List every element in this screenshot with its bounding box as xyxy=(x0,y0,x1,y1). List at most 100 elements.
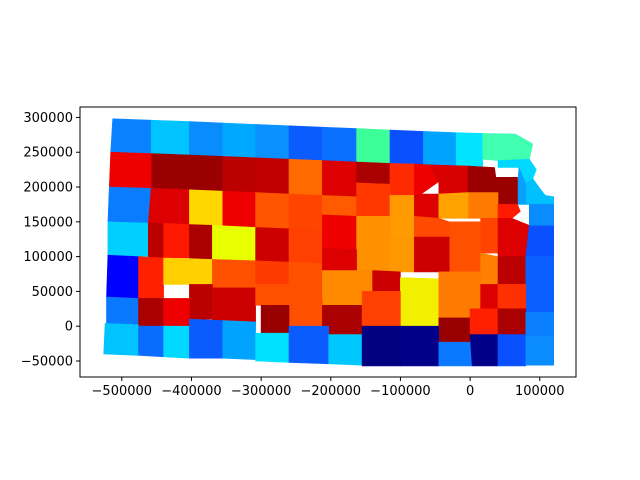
y-tick-label: 100000 xyxy=(23,250,73,265)
county-region-69 xyxy=(189,284,213,320)
county-region-29 xyxy=(108,151,152,189)
county-region-18 xyxy=(222,156,256,193)
axes-frame xyxy=(79,106,577,378)
county-region-88 xyxy=(497,308,527,335)
county-region-2 xyxy=(150,119,190,156)
county-region-91 xyxy=(138,325,164,358)
county-region-37 xyxy=(356,182,391,217)
county-region-58 xyxy=(138,256,164,299)
county-region-66 xyxy=(480,252,499,285)
county-region-54 xyxy=(497,218,530,257)
county-region-17 xyxy=(189,154,224,192)
county-region-61 xyxy=(255,260,290,285)
county-region-102 xyxy=(497,334,527,367)
y-axis: −50000 0 50000 100000 150000 200000 250000 3000… xyxy=(21,111,80,369)
county-region-53 xyxy=(480,218,499,254)
county-region-98 xyxy=(361,325,401,367)
county-region-42 xyxy=(107,221,149,257)
county-region-20 xyxy=(288,158,323,196)
county-region-97 xyxy=(328,334,363,366)
county-region-6 xyxy=(288,125,323,161)
county-region-60 xyxy=(212,259,256,289)
county-region-103 xyxy=(525,336,555,366)
county-region-75 xyxy=(106,296,139,326)
x-tick-label: −200000 xyxy=(301,384,362,399)
county-region-44 xyxy=(163,222,190,259)
x-tick-label: −300000 xyxy=(231,384,292,399)
county-region-32 xyxy=(189,189,224,227)
county-region-100 xyxy=(438,341,473,367)
county-region-38 xyxy=(389,195,415,238)
county-region-49 xyxy=(322,214,357,251)
county-region-89 xyxy=(525,311,555,337)
county-region-7 xyxy=(322,126,357,163)
county-region-39 xyxy=(414,193,440,219)
county-region-83 xyxy=(480,284,499,310)
county-region-80 xyxy=(288,298,323,327)
county-region-72 xyxy=(400,277,440,327)
county-region-4 xyxy=(222,122,256,159)
county-region-92 xyxy=(163,325,190,359)
county-region-79 xyxy=(255,284,290,306)
county-region-57 xyxy=(106,254,139,299)
x-tick-label: −100000 xyxy=(370,384,431,399)
y-tick-label: −50000 xyxy=(21,354,73,369)
county-region-23 xyxy=(389,163,415,196)
county-region-71 xyxy=(372,270,401,292)
county-region-101 xyxy=(469,334,499,367)
county-region-86 xyxy=(438,317,471,343)
county-region-84 xyxy=(497,284,527,310)
x-tick-label: 0 xyxy=(466,384,474,399)
county-region-41 xyxy=(497,204,521,219)
county-region-22 xyxy=(356,161,391,185)
county-region-59 xyxy=(163,257,213,285)
county-region-95 xyxy=(255,332,290,363)
county-region-99 xyxy=(400,325,440,367)
county-region-74 xyxy=(525,284,555,313)
county-region-10 xyxy=(423,131,457,167)
county-region-30 xyxy=(107,186,152,224)
county-region-77 xyxy=(163,298,190,327)
county-region-21 xyxy=(322,160,357,198)
county-region-8 xyxy=(356,128,391,164)
county-region-43 xyxy=(148,222,164,259)
county-region-34 xyxy=(255,192,290,230)
county-region-90 xyxy=(103,323,139,356)
county-region-82 xyxy=(361,291,401,327)
county-region-68 xyxy=(525,256,555,285)
county-region-45 xyxy=(189,224,213,260)
county-region-76 xyxy=(138,298,164,327)
x-tick-label: −500000 xyxy=(92,384,153,399)
county-region-19 xyxy=(255,157,290,195)
county-region-35 xyxy=(288,193,323,231)
county-region-36 xyxy=(322,195,357,217)
x-tick-label: −400000 xyxy=(161,384,222,399)
county-region-31 xyxy=(147,188,190,225)
county-region-52 xyxy=(448,221,481,273)
county-region-56 xyxy=(528,204,555,226)
county-region-16 xyxy=(150,153,190,191)
y-tick-label: 250000 xyxy=(23,146,73,161)
county-region-46 xyxy=(212,224,256,262)
county-region-85 xyxy=(260,304,290,334)
county-region-40 xyxy=(438,192,469,219)
county-region-11 xyxy=(455,132,484,167)
y-tick-label: 50000 xyxy=(32,285,73,300)
county-region-64 xyxy=(389,236,415,273)
county-region-55 xyxy=(525,225,555,257)
county-region-62 xyxy=(288,261,323,299)
county-region-65 xyxy=(414,236,450,273)
y-tick-label: 300000 xyxy=(23,111,73,126)
x-tick-label: 100000 xyxy=(515,384,565,399)
map-regions xyxy=(103,118,555,367)
county-region-48 xyxy=(288,228,323,264)
y-tick-label: 150000 xyxy=(23,215,73,230)
county-region-26 xyxy=(467,165,499,193)
county-region-3 xyxy=(189,121,224,157)
county-region-28 xyxy=(467,192,499,219)
county-region-1 xyxy=(110,118,152,154)
county-region-47 xyxy=(255,227,290,263)
county-region-9 xyxy=(389,129,424,166)
county-region-50 xyxy=(356,216,391,273)
